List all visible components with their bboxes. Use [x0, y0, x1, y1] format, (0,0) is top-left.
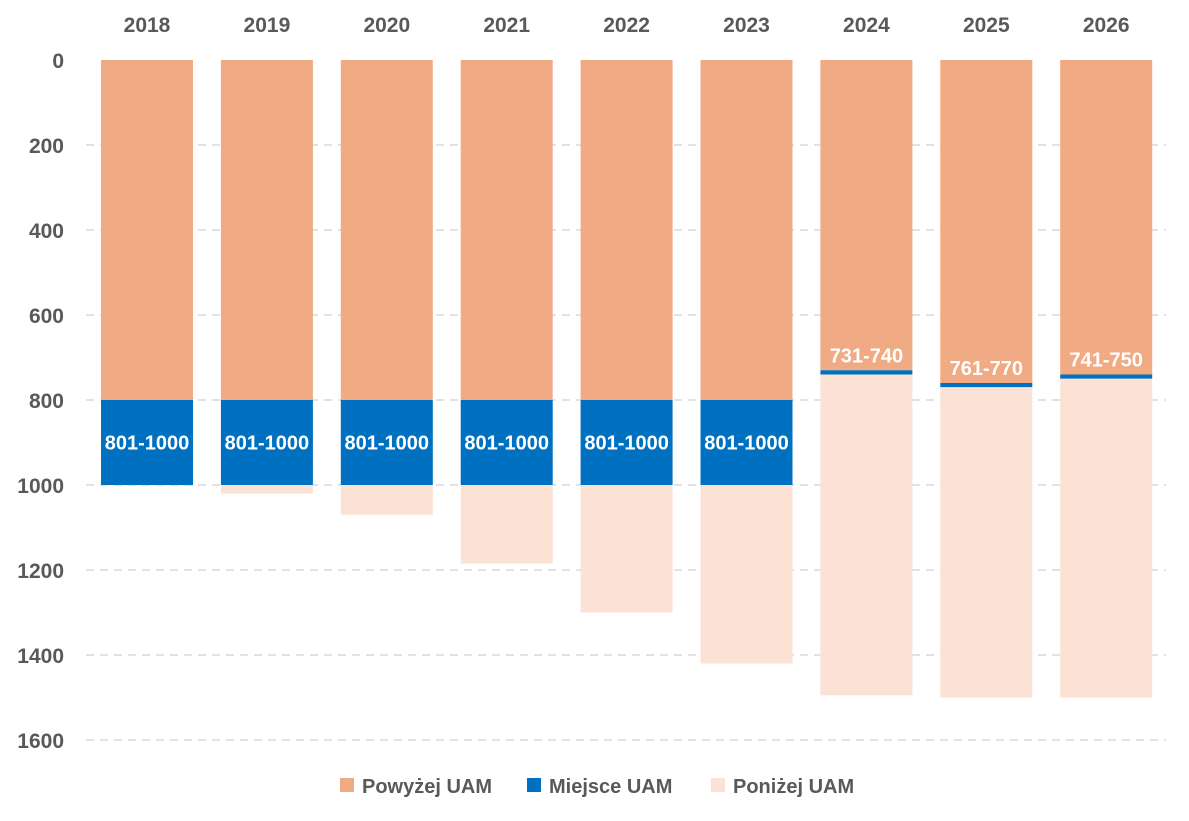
data-label: 761-770: [950, 358, 1023, 380]
bar-segment-miejsce: [700, 400, 793, 485]
bar-segment-powyzej: [940, 60, 1033, 383]
bar-segment-miejsce: [820, 370, 913, 375]
bar-segment-powyzej: [220, 60, 313, 400]
bar-segment-powyzej: [1060, 60, 1153, 375]
data-label: 801-1000: [225, 433, 310, 455]
bar-segment-ponizej: [580, 485, 673, 613]
bar-segment-ponizej: [460, 485, 553, 564]
x-tick-label: 2022: [603, 14, 650, 37]
x-tick-label: 2026: [1083, 14, 1130, 37]
bar-segment-ponizej: [820, 374, 913, 696]
data-label: 801-1000: [105, 433, 190, 455]
x-tick-label: 2024: [843, 14, 890, 37]
y-tick-label: 1400: [17, 645, 64, 668]
bar-segment-miejsce: [580, 400, 673, 485]
x-tick-label: 2025: [963, 14, 1010, 37]
y-tick-label: 0: [52, 50, 64, 73]
bar-segment-ponizej: [220, 485, 313, 494]
bar-segment-powyzej: [460, 60, 553, 400]
y-tick-label: 800: [29, 390, 64, 413]
bar-segment-miejsce: [340, 400, 433, 485]
legend-label-powyzej: Powyżej UAM: [362, 776, 492, 798]
bar-segment-miejsce: [940, 383, 1033, 388]
y-tick-label: 1000: [17, 475, 64, 498]
data-label: 801-1000: [464, 433, 549, 455]
y-tick-label: 400: [29, 220, 64, 243]
legend-swatch-ponizej: [711, 778, 725, 792]
x-axis: 2018 2019 2020 2021 2022 2023 2024 2025 2026: [124, 14, 1130, 37]
bars: [101, 60, 1153, 698]
y-tick-label: 200: [29, 135, 64, 158]
data-labels: 801-1000 801-1000 801-1000 801-1000 801-1000…: [105, 345, 1143, 454]
legend-label-ponizej: Poniżej UAM: [733, 776, 854, 798]
bar-segment-ponizej: [340, 485, 433, 515]
legend-swatch-miejsce: [527, 778, 541, 792]
x-tick-label: 2023: [723, 14, 770, 37]
bar-segment-miejsce: [220, 400, 313, 485]
data-label: 741-750: [1069, 350, 1142, 372]
bar-segment-ponizej: [940, 387, 1033, 698]
bar-segment-miejsce: [101, 400, 193, 485]
y-tick-label: 1200: [17, 560, 64, 583]
bar-segment-miejsce: [1060, 374, 1153, 379]
legend: Powyżej UAM Miejsce UAM Poniżej UAM: [340, 776, 854, 798]
data-label: 801-1000: [345, 433, 430, 455]
bar-segment-powyzej: [340, 60, 433, 400]
bar-segment-powyzej: [700, 60, 793, 400]
x-tick-label: 2020: [363, 14, 410, 37]
legend-label-miejsce: Miejsce UAM: [549, 776, 672, 798]
bar-segment-powyzej: [101, 60, 193, 400]
bar-segment-powyzej: [820, 60, 913, 371]
bar-segment-ponizej: [1060, 378, 1153, 698]
data-label: 801-1000: [704, 433, 789, 455]
y-tick-label: 1600: [17, 730, 64, 753]
y-tick-label: 600: [29, 305, 64, 328]
legend-swatch-powyzej: [340, 778, 354, 792]
x-tick-label: 2019: [244, 14, 291, 37]
x-tick-label: 2021: [483, 14, 530, 37]
data-label: 731-740: [830, 345, 903, 367]
bar-segment-ponizej: [700, 485, 793, 664]
y-axis: 0 200 400 600 800 1000 1200 1400 1600: [17, 50, 64, 753]
data-label: 801-1000: [584, 433, 669, 455]
bar-segment-powyzej: [580, 60, 673, 400]
x-tick-label: 2018: [124, 14, 171, 37]
bar-segment-miejsce: [460, 400, 553, 485]
